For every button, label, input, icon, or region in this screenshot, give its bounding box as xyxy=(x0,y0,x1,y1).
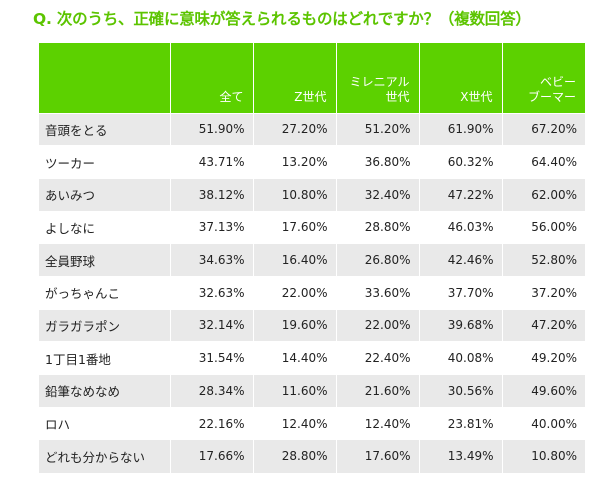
value-cell: 10.80% xyxy=(253,177,337,212)
value-cell: 51.90% xyxy=(170,112,254,146)
value-cell: 28.34% xyxy=(170,374,254,408)
value-cell: 17.60% xyxy=(336,439,420,473)
value-cell: 46.03% xyxy=(419,210,503,244)
table-body: 音頭をとる 51.90% 27.20% 51.20% 61.90% 67.20% ツーカー 4… xyxy=(39,112,585,473)
value-cell: 64.40% xyxy=(502,145,585,179)
value-cell: 32.14% xyxy=(170,308,254,342)
table-row: ガラガラポン 32.14% 19.60% 22.00% 39.68% 47.20% xyxy=(39,308,585,342)
table-row: ロハ 22.16% 12.40% 12.40% 23.81% 40.00% xyxy=(39,406,585,440)
value-cell: 47.20% xyxy=(502,308,585,342)
value-cell: 42.46% xyxy=(419,243,503,277)
column-header: ベビー ブーマー xyxy=(502,43,585,113)
value-cell: 32.63% xyxy=(170,275,254,310)
row-label: あいみつ xyxy=(39,177,171,212)
value-cell: 22.00% xyxy=(336,308,420,342)
value-cell: 10.80% xyxy=(502,439,585,473)
value-cell: 33.60% xyxy=(336,275,420,310)
row-label: ツーカー xyxy=(39,145,171,179)
value-cell: 21.60% xyxy=(336,374,420,408)
table-row: あいみつ 38.12% 10.80% 32.40% 47.22% 62.00% xyxy=(39,177,585,212)
value-cell: 28.80% xyxy=(253,439,337,473)
value-cell: 22.40% xyxy=(336,341,420,375)
table-header-row: 全て Z世代 ミレニアル 世代 X世代 ベビー ブーマー xyxy=(39,43,585,113)
value-cell: 14.40% xyxy=(253,341,337,375)
value-cell: 49.20% xyxy=(502,341,585,375)
row-label: 音頭をとる xyxy=(39,112,171,146)
table-row: 1丁目1番地 31.54% 14.40% 22.40% 40.08% 49.20% xyxy=(39,341,585,375)
value-cell: 36.80% xyxy=(336,145,420,179)
value-cell: 12.40% xyxy=(253,406,337,440)
value-cell: 38.12% xyxy=(170,177,254,212)
value-cell: 30.56% xyxy=(419,374,503,408)
value-cell: 28.80% xyxy=(336,210,420,244)
value-cell: 22.00% xyxy=(253,275,337,310)
value-cell: 34.63% xyxy=(170,243,254,277)
value-cell: 16.40% xyxy=(253,243,337,277)
row-label: ロハ xyxy=(39,406,171,440)
value-cell: 61.90% xyxy=(419,112,503,146)
survey-results-table: 全て Z世代 ミレニアル 世代 X世代 ベビー ブーマー 音頭をとる 51.90% 27.2… xyxy=(39,43,585,473)
value-cell: 47.22% xyxy=(419,177,503,212)
value-cell: 26.80% xyxy=(336,243,420,277)
value-cell: 22.16% xyxy=(170,406,254,440)
value-cell: 17.66% xyxy=(170,439,254,473)
value-cell: 62.00% xyxy=(502,177,585,212)
row-label: がっちゃんこ xyxy=(39,275,171,310)
row-label: 1丁目1番地 xyxy=(39,341,171,375)
question-title: Q. 次のうち、正確に意味が答えられるものはどれですか？（複数回答） xyxy=(33,10,531,28)
value-cell: 17.60% xyxy=(253,210,337,244)
row-label: 全員野球 xyxy=(39,243,171,277)
table-row: がっちゃんこ 32.63% 22.00% 33.60% 37.70% 37.20% xyxy=(39,275,585,310)
table-row: どれも分からない 17.66% 28.80% 17.60% 13.49% 10.80% xyxy=(39,439,585,473)
table-row: 全員野球 34.63% 16.40% 26.80% 42.46% 52.80% xyxy=(39,243,585,277)
header-blank-cell xyxy=(39,43,171,113)
value-cell: 27.20% xyxy=(253,112,337,146)
column-header: ミレニアル 世代 xyxy=(336,43,420,113)
value-cell: 39.68% xyxy=(419,308,503,342)
value-cell: 67.20% xyxy=(502,112,585,146)
value-cell: 23.81% xyxy=(419,406,503,440)
value-cell: 56.00% xyxy=(502,210,585,244)
value-cell: 60.32% xyxy=(419,145,503,179)
table-row: ツーカー 43.71% 13.20% 36.80% 60.32% 64.40% xyxy=(39,145,585,179)
value-cell: 12.40% xyxy=(336,406,420,440)
row-label: どれも分からない xyxy=(39,439,171,473)
table-row: よしなに 37.13% 17.60% 28.80% 46.03% 56.00% xyxy=(39,210,585,244)
value-cell: 43.71% xyxy=(170,145,254,179)
value-cell: 31.54% xyxy=(170,341,254,375)
column-header: 全て xyxy=(170,43,254,113)
value-cell: 37.70% xyxy=(419,275,503,310)
value-cell: 40.00% xyxy=(502,406,585,440)
value-cell: 13.49% xyxy=(419,439,503,473)
row-label: 鉛筆なめなめ xyxy=(39,374,171,408)
value-cell: 13.20% xyxy=(253,145,337,179)
table-row: 音頭をとる 51.90% 27.20% 51.20% 61.90% 67.20% xyxy=(39,112,585,146)
column-header: Z世代 xyxy=(253,43,337,113)
table-row: 鉛筆なめなめ 28.34% 11.60% 21.60% 30.56% 49.60% xyxy=(39,374,585,408)
value-cell: 11.60% xyxy=(253,374,337,408)
value-cell: 40.08% xyxy=(419,341,503,375)
value-cell: 37.20% xyxy=(502,275,585,310)
value-cell: 37.13% xyxy=(170,210,254,244)
value-cell: 32.40% xyxy=(336,177,420,212)
value-cell: 51.20% xyxy=(336,112,420,146)
value-cell: 49.60% xyxy=(502,374,585,408)
row-label: ガラガラポン xyxy=(39,308,171,342)
row-label: よしなに xyxy=(39,210,171,244)
value-cell: 19.60% xyxy=(253,308,337,342)
value-cell: 52.80% xyxy=(502,243,585,277)
column-header: X世代 xyxy=(419,43,503,113)
